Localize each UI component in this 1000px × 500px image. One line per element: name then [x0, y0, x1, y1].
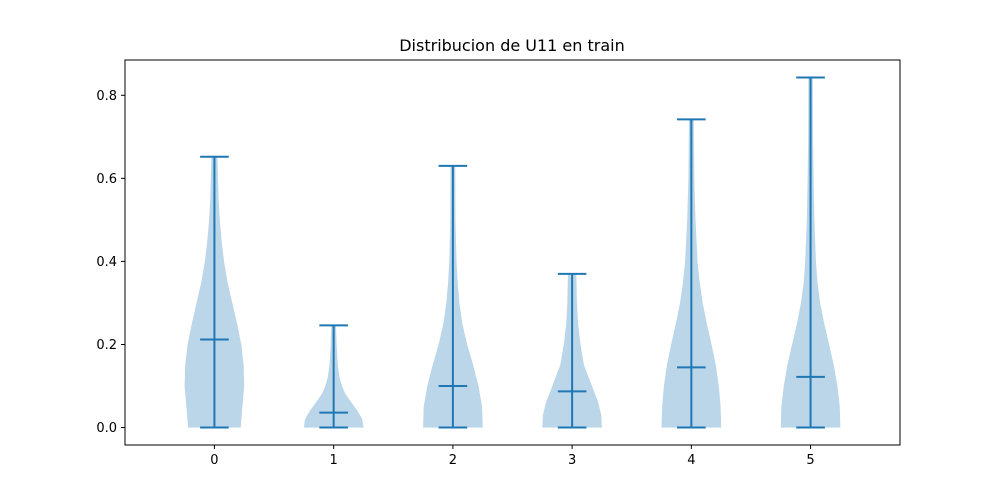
x-tick-label: 0 — [210, 453, 218, 468]
violin-1 — [303, 324, 364, 429]
violin-3 — [542, 272, 602, 429]
x-tick-label: 5 — [806, 453, 814, 468]
y-tick-label: 0.0 — [96, 421, 117, 436]
y-tick-label: 0.6 — [96, 172, 117, 187]
violin-5 — [780, 76, 841, 429]
y-tick-label: 0.8 — [96, 89, 117, 104]
x-tick-label: 2 — [449, 453, 457, 468]
x-tick-label: 4 — [687, 453, 695, 468]
y-tick-label: 0.4 — [96, 255, 117, 270]
violin-4 — [661, 118, 722, 429]
x-tick-label: 3 — [568, 453, 576, 468]
chart-title: Distribucion de U11 en train — [399, 36, 625, 55]
violin-2 — [423, 164, 483, 429]
x-tick-label: 1 — [330, 453, 338, 468]
x-axis: 0 1 2 3 4 5 — [210, 445, 815, 468]
plot-frame — [124, 59, 901, 446]
violins-layer — [184, 76, 841, 429]
violin-0 — [184, 155, 245, 429]
y-tick-label: 0.2 — [96, 338, 117, 353]
y-axis: 0.0 0.2 0.4 0.6 0.8 — [96, 89, 125, 436]
